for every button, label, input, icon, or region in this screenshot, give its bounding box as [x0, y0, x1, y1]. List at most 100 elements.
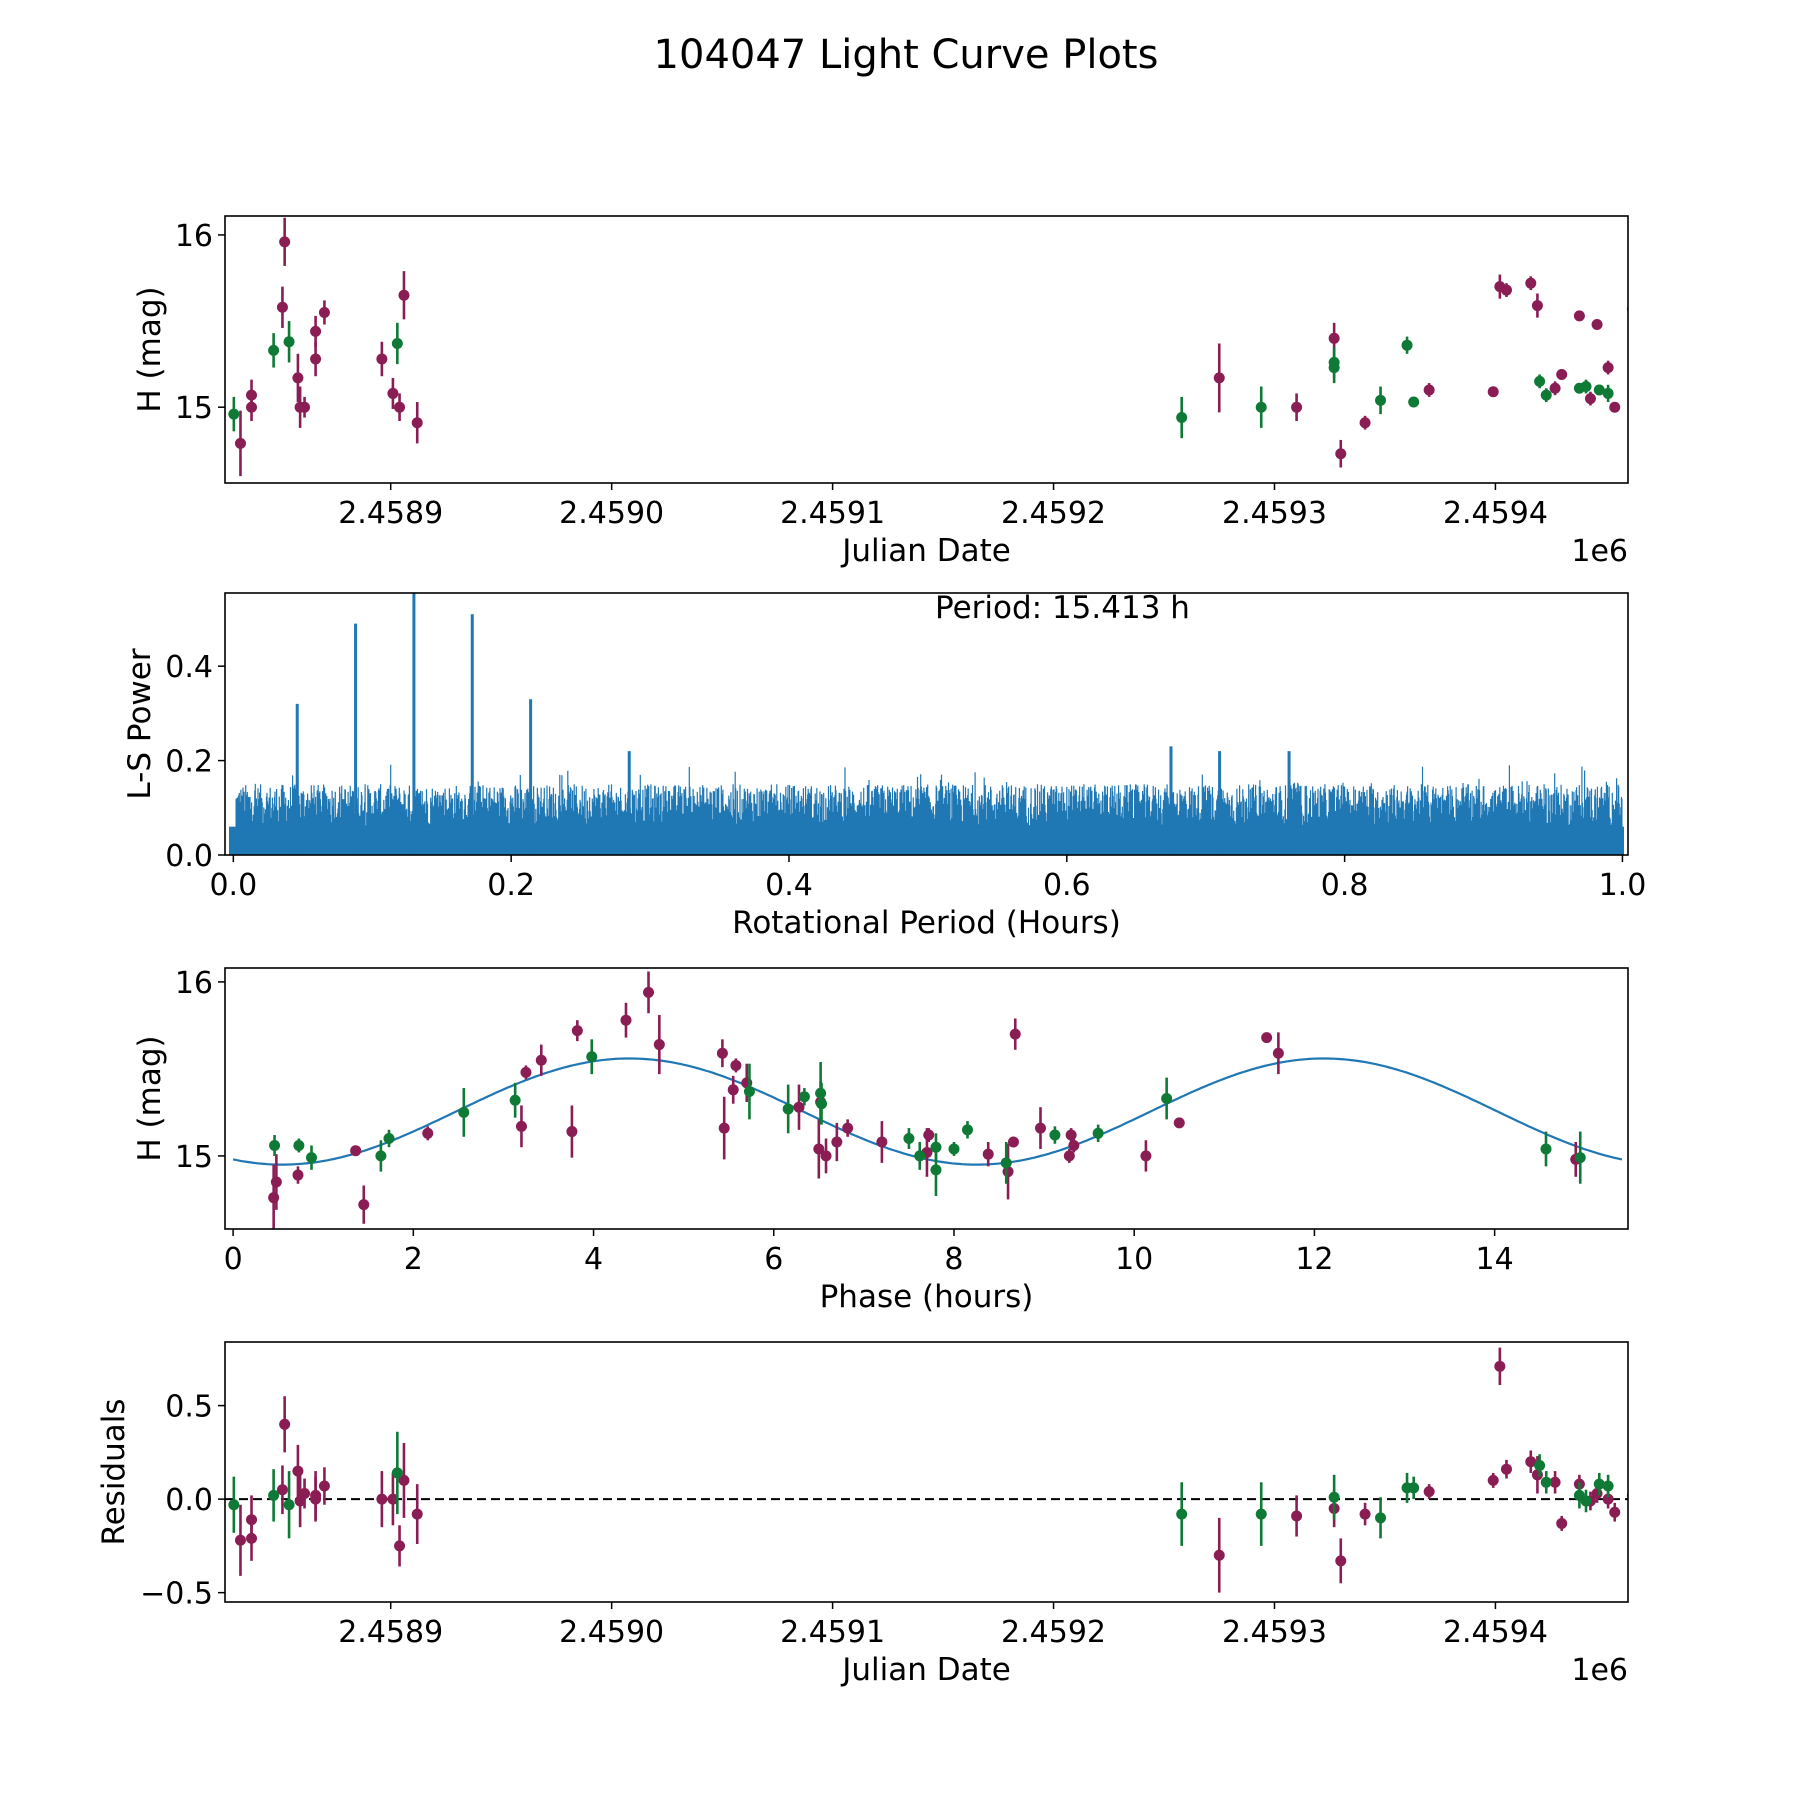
green-point [1534, 1459, 1546, 1471]
green-point [268, 1489, 280, 1501]
x-tick-label: 10 [1115, 1242, 1153, 1277]
green-point [1408, 396, 1420, 408]
axes-frame [224, 592, 1629, 856]
magenta-point [982, 1148, 994, 1160]
x-tick-label: 2.4592 [1001, 496, 1106, 531]
magenta-point [1213, 372, 1225, 384]
magenta-point [292, 1465, 304, 1477]
magenta-point [358, 1199, 370, 1211]
green-point [458, 1106, 470, 1118]
green-point [1255, 401, 1267, 413]
magenta-point [292, 1169, 304, 1181]
magenta-point [535, 1054, 547, 1066]
y-tick-label: 16 [175, 219, 213, 254]
green-point [1593, 1478, 1605, 1490]
magenta-point [1423, 1486, 1435, 1498]
magenta-point [571, 1025, 583, 1037]
magenta-point [1556, 368, 1568, 380]
lightcurve-panel: 2.4589 2.4590 2.4591 2.4592 2.4593 2.4594 15 16… [132, 215, 1689, 569]
green-point [1540, 1476, 1552, 1488]
magenta-point [234, 437, 246, 449]
green-point [1602, 387, 1614, 399]
y-tick-label: −0.5 [140, 1577, 213, 1612]
green-point [283, 1499, 295, 1511]
magenta-point [246, 1532, 258, 1544]
magenta-point [1063, 1150, 1075, 1162]
green-point [375, 1150, 387, 1162]
magenta-point [718, 1122, 730, 1134]
green-point [391, 337, 403, 349]
magenta-point [1272, 1047, 1284, 1059]
x-axis-label: Julian Date [840, 1652, 1011, 1688]
green-point [269, 1139, 281, 1151]
y-tick-label: 0.5 [165, 1390, 213, 1425]
magenta-point [1359, 417, 1371, 429]
green-point [1664, 1494, 1675, 1505]
magenta-point [923, 1129, 935, 1141]
green-point [1375, 1512, 1387, 1524]
magenta-point [1487, 1474, 1499, 1486]
magenta-point [1007, 1136, 1019, 1148]
magenta-point [653, 1039, 665, 1051]
magenta-point [1531, 300, 1543, 312]
y-tick-label: 16 [175, 966, 213, 1001]
magenta-point [730, 1059, 742, 1071]
magenta-point [813, 1143, 825, 1155]
green-point [1664, 402, 1675, 413]
green-point [743, 1086, 755, 1098]
magenta-point [1359, 1508, 1371, 1520]
y-axis-label: H (mag) [132, 286, 168, 412]
magenta-point [1602, 1493, 1614, 1505]
magenta-point [1584, 393, 1596, 405]
x-tick-label: 2.4589 [338, 496, 443, 531]
green-point [391, 1467, 403, 1479]
magenta-point [1549, 1476, 1561, 1488]
green-point [1000, 1157, 1012, 1169]
y-tick-label: 0.0 [165, 839, 213, 874]
magenta-point [398, 289, 410, 301]
magenta-point [1631, 376, 1642, 387]
magenta-point [1494, 1360, 1506, 1372]
magenta-point [376, 353, 388, 365]
data-points [228, 1347, 1682, 1593]
green-point [509, 1094, 521, 1106]
magenta-point [411, 417, 423, 429]
y-tick-label: 0.4 [165, 650, 213, 685]
magenta-point [1640, 374, 1651, 385]
x-tick-label: 0 [224, 1242, 243, 1277]
green-point [1671, 1507, 1682, 1518]
magenta-point [350, 1145, 362, 1157]
green-point [383, 1133, 395, 1145]
magenta-point [1678, 372, 1689, 383]
green-point [1161, 1093, 1173, 1104]
magenta-point [643, 986, 655, 998]
green-point [293, 1139, 305, 1151]
phased-panel: 0 2 4 6 8 10 12 14 15 16 Phase (hours) H (mag) [132, 966, 1629, 1315]
green-point [948, 1143, 960, 1155]
x-axis-label: Julian Date [840, 533, 1011, 569]
green-point [1540, 389, 1552, 401]
green-point [1534, 375, 1546, 387]
magenta-point [279, 1418, 291, 1430]
magenta-point [234, 1534, 246, 1546]
y-axis-label: Residuals [96, 1398, 132, 1545]
x-tick-label: 12 [1295, 1242, 1333, 1277]
green-point [1645, 1509, 1656, 1520]
magenta-point [394, 401, 406, 413]
magenta-point [1068, 1139, 1080, 1151]
magenta-point [1591, 319, 1603, 331]
green-point [1408, 1482, 1420, 1494]
x-tick-label: 1.0 [1599, 868, 1647, 903]
x-tick-label: 0.4 [765, 868, 813, 903]
axes-frame [224, 215, 1629, 484]
x-offset-text: 1e6 [1571, 534, 1628, 569]
x-tick-label: 4 [584, 1242, 603, 1277]
green-point [586, 1051, 598, 1063]
magenta-point [1261, 1032, 1273, 1044]
x-tick-label: 0.2 [487, 868, 535, 903]
green-point [1602, 1480, 1614, 1492]
green-point [1176, 1508, 1188, 1520]
x-tick-label: 0.6 [1043, 868, 1091, 903]
